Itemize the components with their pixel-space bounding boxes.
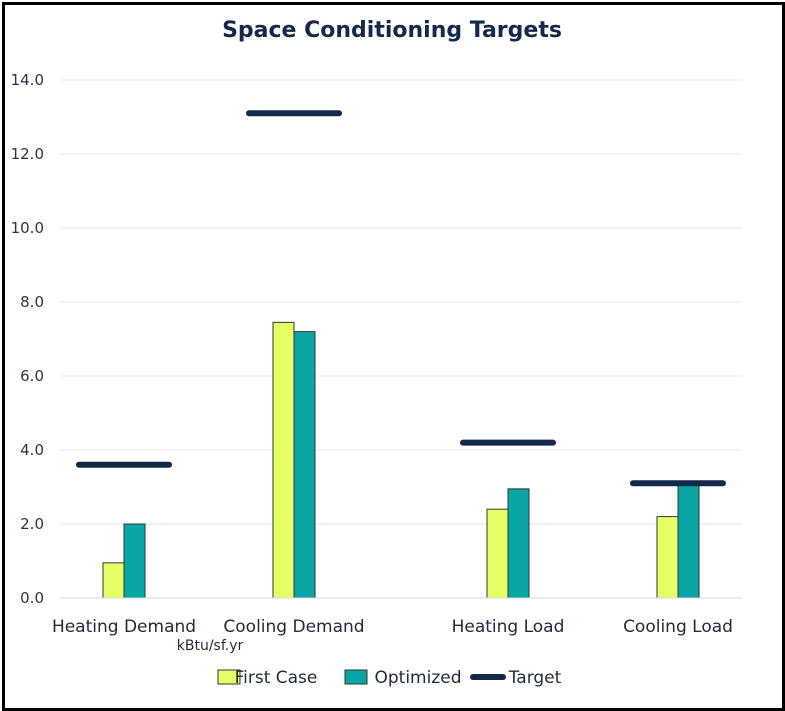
y-tick-label: 6.0 (20, 367, 44, 385)
target-markers (76, 110, 726, 487)
bar-optimized (507, 488, 530, 599)
legend-label: Optimized (374, 668, 461, 688)
bar-optimized (123, 523, 146, 599)
y-axis-ticks: 0.0 2.0 4.0 6.0 8.0 10.0 12.0 14.0 (11, 71, 44, 607)
unit-label: kBtu/sf.yr (177, 638, 244, 654)
legend-swatch-first-case (217, 669, 241, 685)
y-tick-label: 10.0 (11, 219, 44, 237)
legend-swatch-optimized (344, 669, 368, 685)
bars (102, 321, 700, 599)
bar-first-case (656, 516, 679, 599)
y-tick-label: 14.0 (11, 71, 44, 89)
y-tick-label: 4.0 (20, 441, 44, 459)
category-label: Heating Load (452, 617, 565, 637)
bar-optimized (677, 482, 700, 599)
category-label: Cooling Demand (223, 617, 364, 637)
bar-first-case (102, 562, 125, 599)
bar-first-case (486, 508, 509, 599)
y-tick-label: 0.0 (20, 589, 44, 607)
category-label: Heating Demand (52, 617, 196, 637)
legend: First Case Optimized Target (217, 668, 562, 688)
y-tick-label: 12.0 (11, 145, 44, 163)
category-label: Cooling Load (623, 617, 733, 637)
chart-title: Space Conditioning Targets (222, 18, 562, 43)
gridlines (60, 79, 742, 525)
legend-label: Target (508, 668, 562, 688)
y-tick-label: 8.0 (20, 293, 44, 311)
bar-first-case (272, 321, 295, 599)
y-tick-label: 2.0 (20, 515, 44, 533)
bar-optimized (293, 331, 316, 599)
legend-label: First Case (235, 668, 318, 688)
category-labels: Heating Demand Cooling Demand Heating Load… (52, 617, 733, 637)
